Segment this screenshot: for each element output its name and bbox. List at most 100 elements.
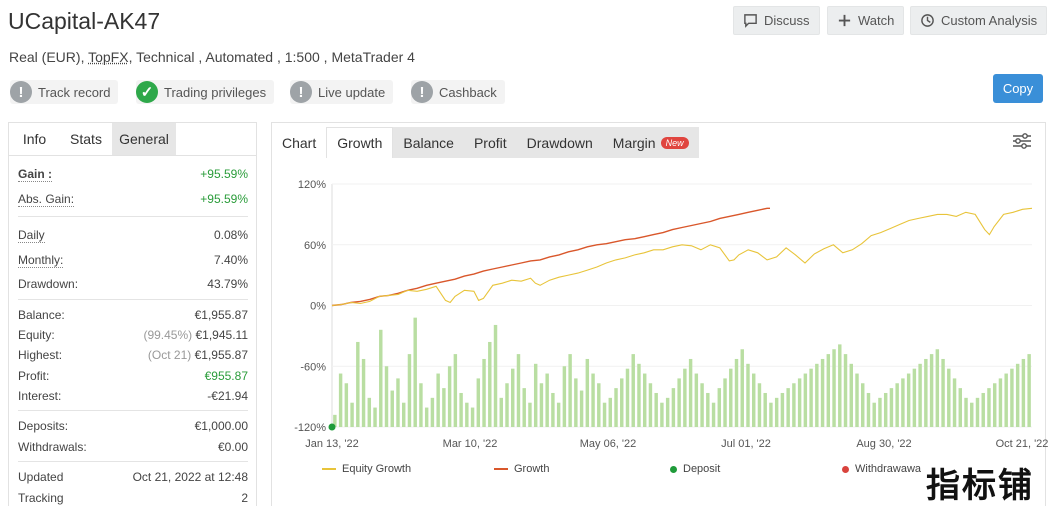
volume-bar bbox=[459, 392, 463, 427]
volume-bar bbox=[551, 392, 555, 427]
volume-bar bbox=[918, 363, 922, 427]
stat-updated: Updated Oct 21, 2022 at 12:48 bbox=[18, 470, 248, 484]
volume-bar bbox=[516, 354, 521, 427]
volume-bar bbox=[740, 349, 744, 427]
volume-bar bbox=[379, 329, 383, 427]
margin-label: Margin bbox=[612, 134, 656, 151]
tab-info[interactable]: Info bbox=[22, 131, 47, 147]
volume-bar bbox=[620, 378, 624, 427]
stat-profit: Profit: €955.87 bbox=[18, 369, 248, 383]
volume-bar bbox=[970, 402, 974, 427]
volume-bar bbox=[786, 388, 790, 427]
y-tick-label: 120% bbox=[298, 179, 326, 191]
volume-bar bbox=[706, 392, 710, 427]
trading-privileges-badge[interactable]: ✓ Trading privileges bbox=[136, 80, 275, 104]
volume-bar bbox=[665, 397, 670, 427]
copy-button[interactable]: Copy bbox=[993, 74, 1043, 103]
chart-tabs: Chart Growth Balance Profit Drawdown Mar… bbox=[272, 123, 699, 158]
legend-label: Equity Growth bbox=[342, 463, 412, 475]
volume-bar bbox=[947, 368, 951, 427]
highest-amount: €1,955.87 bbox=[194, 348, 248, 362]
badge-label: Cashback bbox=[439, 84, 497, 100]
volume-bar bbox=[390, 390, 394, 427]
stat-label[interactable]: Gain : bbox=[18, 167, 53, 182]
legend-growth[interactable]: Growth bbox=[494, 463, 549, 475]
tab-general[interactable]: General bbox=[112, 123, 176, 155]
volume-bar bbox=[866, 392, 871, 427]
stat-label: Interest: bbox=[18, 389, 62, 403]
x-tick-label: Oct 21, '22 bbox=[996, 438, 1049, 450]
equity-growth-line bbox=[331, 207, 1033, 307]
tab-chart[interactable]: Chart bbox=[282, 134, 317, 151]
volume-bar bbox=[855, 373, 859, 427]
stat-value: €1,000.00 bbox=[194, 419, 248, 433]
volume-bar bbox=[895, 383, 899, 427]
volume-bar bbox=[642, 373, 647, 427]
stat-label: Updated bbox=[18, 470, 64, 484]
tab-stats[interactable]: Stats bbox=[70, 131, 102, 147]
stat-tracking: Tracking 2 bbox=[18, 491, 248, 505]
track-record-badge[interactable]: ! Track record bbox=[10, 80, 119, 104]
live-update-badge[interactable]: ! Live update bbox=[290, 80, 394, 104]
legend-label: Withdrawawa bbox=[855, 463, 922, 475]
custom-analysis-label: Custom Analysis bbox=[941, 13, 1038, 28]
volume-bar bbox=[373, 407, 377, 427]
stat-label[interactable]: Daily bbox=[18, 228, 45, 243]
volume-bar bbox=[763, 392, 767, 427]
exclamation-icon: ! bbox=[290, 81, 312, 103]
volume-bar bbox=[901, 378, 905, 427]
badge-label: Live update bbox=[318, 84, 386, 100]
chat-bubble-icon bbox=[744, 14, 757, 28]
volume-bar bbox=[677, 378, 681, 427]
legend-withdrawals[interactable]: Withdrawawa bbox=[842, 463, 921, 475]
volume-bar bbox=[407, 354, 412, 427]
volume-bar bbox=[797, 378, 802, 427]
discuss-label: Discuss bbox=[764, 13, 810, 28]
legend-equity-growth[interactable]: Equity Growth bbox=[322, 463, 411, 475]
x-tick-label: Mar 10, '22 bbox=[443, 438, 498, 450]
volume-bar bbox=[757, 383, 762, 427]
stat-highest: Highest: (Oct 21) €1,955.87 bbox=[18, 348, 248, 362]
new-badge: New bbox=[660, 136, 689, 149]
tab-drawdown[interactable]: Drawdown bbox=[516, 127, 603, 158]
volume-bar bbox=[987, 388, 991, 427]
volume-bar bbox=[774, 397, 779, 427]
stat-value: 43.79% bbox=[207, 277, 248, 291]
equity-percent: (99.45%) bbox=[143, 328, 193, 342]
settings-sliders-icon[interactable] bbox=[1012, 132, 1032, 150]
volume-bar bbox=[648, 383, 653, 427]
cashback-badge[interactable]: ! Cashback bbox=[411, 80, 505, 104]
stat-label: Withdrawals: bbox=[18, 440, 87, 454]
custom-analysis-button[interactable]: Custom Analysis bbox=[910, 6, 1048, 35]
volume-bar bbox=[734, 358, 739, 427]
tab-growth[interactable]: Growth bbox=[326, 127, 394, 158]
stats-panel: Info Stats General Gain : +95.59% Abs. G… bbox=[8, 122, 257, 506]
stat-value: (99.45%) €1,945.11 bbox=[143, 328, 248, 342]
equity-amount: €1,945.11 bbox=[195, 328, 249, 342]
stat-label[interactable]: Monthly: bbox=[18, 253, 64, 268]
legend-label: Deposit bbox=[683, 463, 721, 475]
volume-bar bbox=[711, 402, 716, 427]
volume-bar bbox=[350, 402, 354, 427]
stat-gain: Gain : +95.59% bbox=[18, 167, 248, 182]
watch-button[interactable]: Watch bbox=[827, 6, 905, 35]
exclamation-icon: ! bbox=[10, 81, 32, 103]
volume-bar bbox=[981, 392, 985, 427]
stat-value: €1,955.87 bbox=[194, 308, 248, 322]
volume-bar bbox=[809, 368, 813, 427]
tab-balance[interactable]: Balance bbox=[393, 127, 464, 158]
volume-bar bbox=[935, 349, 940, 427]
tab-margin[interactable]: Margin New bbox=[602, 127, 699, 158]
discuss-button[interactable]: Discuss bbox=[733, 6, 820, 35]
volume-bar bbox=[402, 402, 406, 427]
badge-label: Trading privileges bbox=[164, 84, 267, 100]
stat-label[interactable]: Abs. Gain: bbox=[18, 192, 75, 207]
legend-deposit[interactable]: Deposit bbox=[670, 463, 720, 475]
chart-panel: Chart Growth Balance Profit Drawdown Mar… bbox=[271, 122, 1046, 506]
y-tick-label: -120% bbox=[294, 422, 326, 434]
stat-value: (Oct 21) €1,955.87 bbox=[148, 348, 248, 362]
broker-link[interactable]: TopFX bbox=[88, 49, 129, 65]
stat-label: Drawdown: bbox=[18, 277, 79, 291]
tab-profit[interactable]: Profit bbox=[463, 127, 517, 158]
volume-bar bbox=[746, 363, 750, 427]
